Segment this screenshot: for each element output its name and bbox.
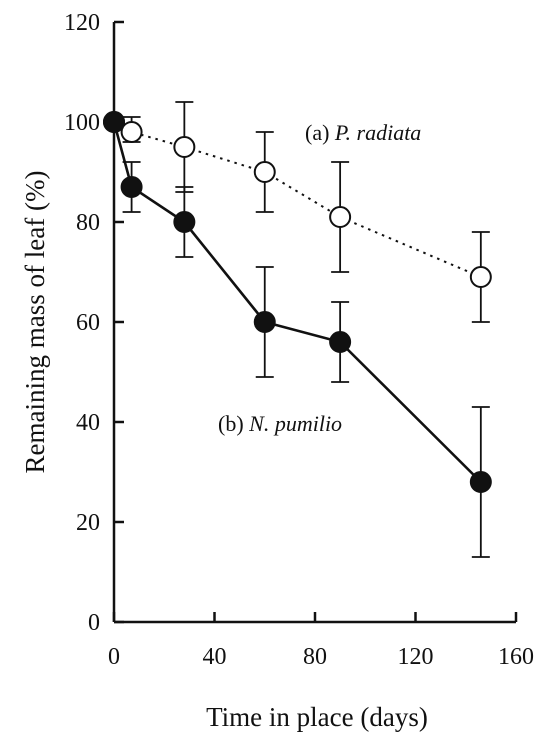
y-tick-label: 40 (76, 410, 100, 436)
y-axis-title: Remaining mass of leaf (%) (20, 171, 50, 474)
x-tick-label: 120 (398, 644, 434, 670)
series-label-n-pumilio-prefix: (b) (218, 411, 249, 436)
data-point-n-pumilio (469, 471, 492, 493)
data-point-p-radiata (120, 121, 143, 143)
y-tick-label: 100 (64, 110, 100, 136)
series-label-p-radiata: (a) P. radiata (305, 120, 421, 145)
y-tick-label: 60 (76, 310, 100, 336)
plot-area (103, 101, 492, 558)
data-point-n-pumilio (103, 111, 125, 133)
series-label-p-radiata-species: P. radiata (334, 120, 421, 145)
data-point-p-radiata (253, 161, 276, 183)
series-n-pumilio (103, 111, 492, 558)
y-tick-label: 20 (76, 510, 100, 536)
x-tick-label: 40 (203, 644, 227, 670)
x-tick-label: 80 (303, 644, 327, 670)
data-point-n-pumilio (120, 176, 143, 198)
series-line-n-pumilio (112, 121, 482, 483)
data-point-p-radiata (173, 136, 196, 158)
y-tick-label: 0 (88, 610, 100, 636)
series-line-p-radiata (113, 121, 482, 278)
series-label-n-pumilio: (b) N. pumilio (218, 411, 342, 436)
series-p-radiata (103, 101, 492, 323)
x-tick-label: 0 (108, 644, 120, 670)
series-label-p-radiata-prefix: (a) (305, 120, 335, 145)
data-point-n-pumilio (329, 331, 352, 353)
data-point-p-radiata (329, 206, 352, 228)
series-label-n-pumilio-species: N. pumilio (248, 411, 342, 436)
data-point-n-pumilio (253, 311, 276, 333)
y-tick-label: 120 (64, 10, 100, 36)
axes: 0 20 40 60 80 100 120 0 40 80 120 160 (64, 10, 534, 670)
y-tick-label: 80 (76, 210, 100, 236)
x-axis-title: Time in place (days) (206, 702, 428, 732)
data-point-p-radiata (469, 266, 492, 288)
data-point-n-pumilio (173, 211, 196, 233)
x-tick-label: 160 (498, 644, 534, 670)
